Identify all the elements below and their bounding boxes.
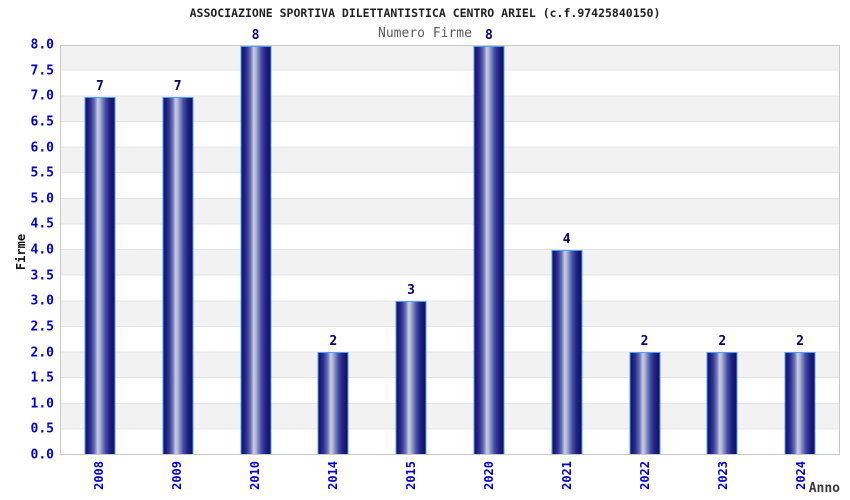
bar-2009 [162,97,194,454]
bar-2021 [551,250,583,454]
bar-value-label: 4 [562,232,571,247]
bar-2014 [317,352,349,454]
bar-value-label: 7 [95,79,104,94]
bar-2023 [706,352,738,454]
bar-value-label: 8 [484,28,493,43]
bars-layer: 7 7 8 2 3 8 4 2 2 2 [61,29,839,454]
bar-value-label: 2 [796,334,805,349]
y-tick-label: 6.5 [30,114,54,130]
bar-2022 [629,352,660,454]
y-tick-label: 5.5 [30,165,54,181]
y-tick-label: 1.5 [30,370,54,386]
y-tick-label: 5.0 [30,191,54,207]
bar-value-label: 2 [718,334,727,349]
x-tick-label: 2010 [248,461,262,490]
bar-value-label: 2 [329,334,338,349]
y-tick-label: 4.0 [30,242,54,258]
y-tick-label: 6.0 [30,140,54,155]
y-tick-label: 1.0 [30,396,54,412]
x-tick-label: 2020 [482,461,496,490]
bar-value-label: 7 [173,79,182,94]
y-tick-label: 7.5 [30,63,54,79]
y-tick-label: 3.5 [30,268,54,284]
y-axis-tick-labels: 0.0 0.5 1.0 1.5 2.0 2.5 3.0 3.5 4.0 4.5 5.0 5.5 6.0 6… [0,39,54,462]
x-tick-label: 2021 [560,461,574,490]
bar-2010 [240,46,271,454]
y-tick-label: 3.0 [30,293,54,309]
bar-value-label: 3 [407,283,416,298]
x-axis-tick-labels: 2008 2009 2010 2014 2015 2020 2021 2022 2023 2024 [60,459,840,500]
bar-value-label: 2 [640,334,649,349]
chart-subtitle: Numero Firme [378,26,472,41]
x-tick-label: 2024 [794,461,808,490]
x-tick-label: 2015 [404,461,418,490]
y-tick-label: 0.5 [30,421,54,437]
chart-title: ASSOCIAZIONE SPORTIVA DILETTANTISTICA CE… [189,6,661,20]
y-tick-label: 7.0 [30,88,54,104]
x-tick-label: 2023 [716,461,730,490]
plot-area: 7 7 8 2 3 8 4 2 2 2 [60,29,840,455]
bar-2020 [473,46,505,454]
y-tick-label: 0.0 [30,447,54,463]
y-tick-label: 2.0 [30,345,54,360]
bar-2008 [84,97,116,454]
bar-value-label: 8 [251,28,260,43]
x-tick-label: 2022 [638,461,652,490]
bar-2024 [784,352,816,454]
y-tick-label: 2.5 [30,319,54,335]
y-tick-label: 8.0 [30,37,54,53]
x-axis-title: Anno [808,481,840,496]
bar-2015 [395,301,427,454]
x-tick-label: 2008 [92,461,106,490]
y-tick-label: 4.5 [30,216,54,232]
x-tick-label: 2009 [170,461,184,490]
x-tick-label: 2014 [326,461,340,490]
